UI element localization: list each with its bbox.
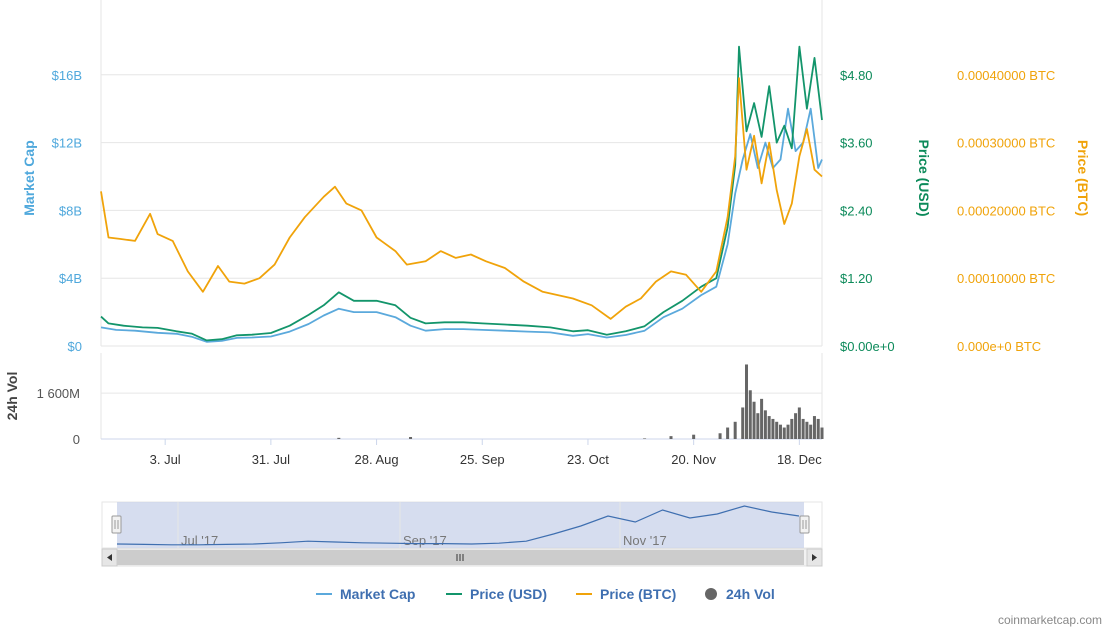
navigator-label: Sep '17 <box>403 533 447 548</box>
legend-label: 24h Vol <box>726 586 775 602</box>
navigator-left-handle[interactable] <box>111 515 122 534</box>
price-usd-tick: $1.20 <box>840 271 873 286</box>
volume-bar <box>763 410 767 439</box>
volume-bar <box>801 418 805 439</box>
legend-item-market-cap[interactable]: Market Cap <box>316 586 415 602</box>
legend-label: Price (BTC) <box>600 586 676 602</box>
volume-bar <box>816 418 820 439</box>
volume-axis-title: 24h Vol <box>4 372 20 421</box>
volume-bar <box>782 427 786 439</box>
volume-bar <box>797 407 801 439</box>
legend[interactable]: Market Cap Price (USD) Price (BTC) 24h Vol <box>316 586 775 602</box>
volume-bar <box>741 407 745 439</box>
volume-bar <box>733 421 737 439</box>
volume-bar <box>756 413 760 439</box>
price-btc-tick: 0.00040000 BTC <box>957 68 1055 83</box>
volume-bar <box>752 401 756 439</box>
x-tick-label: 28. Aug <box>355 452 399 467</box>
scrollbar[interactable] <box>101 548 823 567</box>
grid-lines <box>100 0 823 440</box>
volume-bar <box>775 421 779 439</box>
legend-label: Market Cap <box>340 586 415 602</box>
series-price-btc <box>100 77 823 320</box>
market-cap-tick: $0 <box>68 339 82 354</box>
volume-bar <box>786 424 790 439</box>
series-lines <box>100 45 823 343</box>
price-btc-tick: 0.00020000 BTC <box>957 203 1055 218</box>
navigator-selected-range[interactable] <box>117 502 804 548</box>
legend-item-price-btc[interactable]: Price (BTC) <box>576 586 676 602</box>
navigator-line <box>116 505 800 546</box>
scrollbar-grip-icon <box>456 554 464 561</box>
x-tick-label: 31. Jul <box>252 452 290 467</box>
volume-bar <box>794 413 798 439</box>
volume-bar <box>748 390 752 439</box>
range-navigator[interactable]: Jul '17 Sep '17 Nov '17 <box>101 501 823 549</box>
volume-tick: 1 600M <box>37 386 80 401</box>
x-tick-label: 3. Jul <box>150 452 181 467</box>
scroll-right-button[interactable] <box>806 548 823 567</box>
volume-bar <box>726 427 730 439</box>
market-cap-tick: $4B <box>59 271 82 286</box>
market-cap-tick: $12B <box>52 136 82 151</box>
x-tick-label: 18. Dec <box>777 452 822 467</box>
volume-bar <box>760 398 764 439</box>
y-axis-ticks: $0 $4B $8B $12B $16B $0.00e+0 $1.20 $2.40 $3.60 $… <box>37 68 1056 447</box>
market-cap-axis-title: Market Cap <box>21 140 37 215</box>
price-btc-axis-title: Price (BTC) <box>1075 140 1091 216</box>
market-cap-tick: $8B <box>59 203 82 218</box>
axis-titles: Market Cap Price (USD) Price (BTC) 24h Vol <box>4 139 1091 420</box>
volume-bar <box>337 437 341 439</box>
x-tick-label: 20. Nov <box>671 452 716 467</box>
scroll-left-button[interactable] <box>101 548 118 567</box>
volume-bar <box>745 364 749 439</box>
volume-bar <box>790 418 794 439</box>
volume-bar <box>669 436 673 439</box>
x-axis-ticks: 3. Jul 31. Jul 28. Aug 25. Sep 23. Oct 20. No… <box>150 439 822 467</box>
legend-item-24h-vol[interactable]: 24h Vol <box>705 586 775 602</box>
series-market-cap <box>100 107 823 343</box>
volume-bar <box>812 416 816 439</box>
volume-bar <box>767 416 771 439</box>
navigator-label: Nov '17 <box>623 533 667 548</box>
volume-bar <box>409 436 413 439</box>
credit-link[interactable]: coinmarketcap.com <box>998 613 1102 627</box>
navigator-right-handle[interactable] <box>799 515 810 534</box>
volume-bar <box>805 421 809 439</box>
volume-bar <box>778 424 782 439</box>
price-btc-tick: 0.00030000 BTC <box>957 136 1055 151</box>
volume-bar <box>718 433 722 439</box>
legend-circle-icon <box>705 588 717 600</box>
volume-tick: 0 <box>73 432 80 447</box>
price-btc-tick: 0.000e+0 BTC <box>957 339 1041 354</box>
volume-bar <box>809 424 813 439</box>
arrow-right-icon <box>812 554 817 561</box>
price-usd-tick: $2.40 <box>840 203 873 218</box>
price-btc-tick: 0.00010000 BTC <box>957 271 1055 286</box>
volume-bar <box>820 427 824 439</box>
x-tick-label: 25. Sep <box>460 452 505 467</box>
x-tick-label: 23. Oct <box>567 452 609 467</box>
market-cap-tick: $16B <box>52 68 82 83</box>
navigator-label: Jul '17 <box>181 533 218 548</box>
price-usd-tick: $0.00e+0 <box>840 339 895 354</box>
legend-label: Price (USD) <box>470 586 547 602</box>
volume-bar <box>643 438 647 439</box>
arrow-left-icon <box>107 554 112 561</box>
volume-bar <box>771 418 775 439</box>
series-price-usd <box>100 45 823 342</box>
legend-item-price-usd[interactable]: Price (USD) <box>446 586 547 602</box>
volume-columns <box>337 364 824 439</box>
price-usd-tick: $3.60 <box>840 136 873 151</box>
price-usd-axis-title: Price (USD) <box>916 139 932 216</box>
price-usd-tick: $4.80 <box>840 68 873 83</box>
volume-bar <box>692 434 696 439</box>
